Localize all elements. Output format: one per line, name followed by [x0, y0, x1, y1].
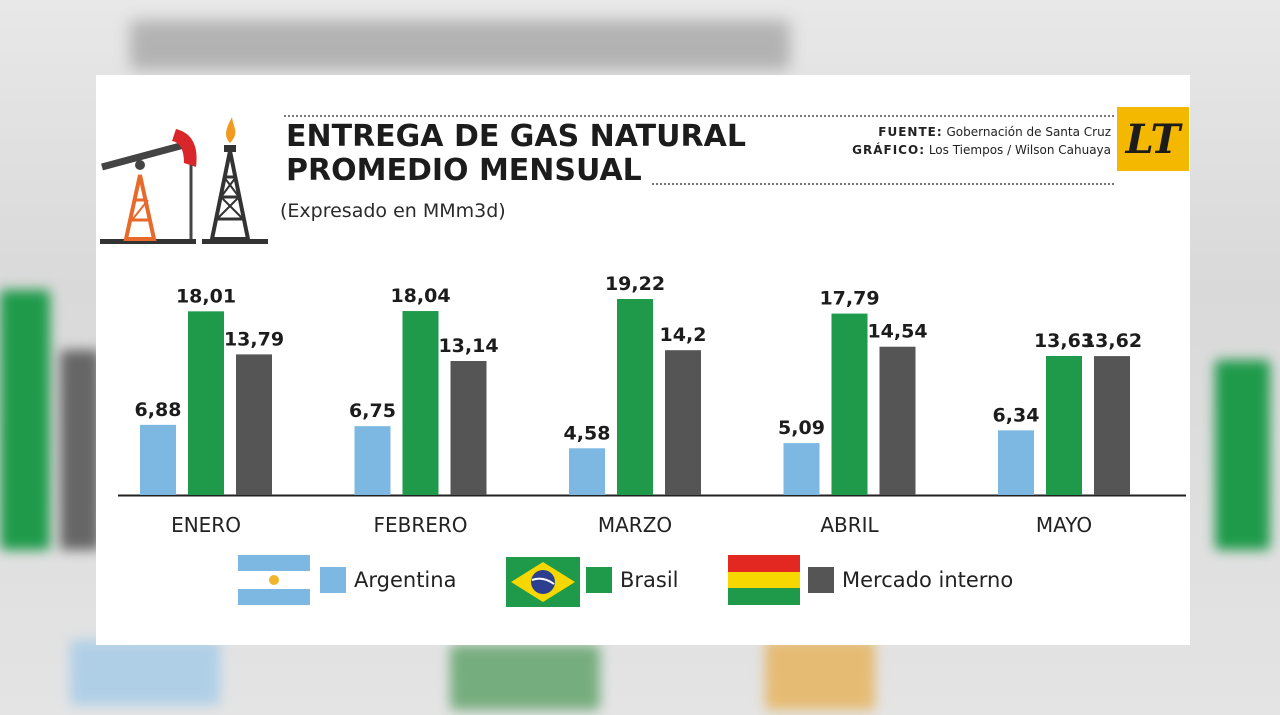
background-blur-bar [0, 290, 50, 550]
bar-brasil [1046, 356, 1082, 495]
brazil-flag-icon [506, 557, 580, 607]
bar-mercado-interno [450, 361, 487, 495]
legend: Argentina Brasil Mercado interno [96, 555, 1190, 615]
data-label: 17,79 [819, 288, 879, 310]
background-blur-flag [450, 645, 600, 710]
bar-argentina [140, 424, 176, 495]
argentina-flag-icon [238, 555, 310, 605]
bar-argentina [783, 443, 820, 495]
source-value: Gobernación de Santa Cruz [946, 125, 1112, 139]
graphic-value: Los Tiempos / Wilson Cahuaya [928, 143, 1111, 157]
data-label: 18,01 [176, 285, 236, 307]
infographic-card: ENTREGA DE GAS NATURAL PROMEDIO MENSUAL … [96, 75, 1190, 645]
background-blur-flag [765, 640, 875, 710]
bar-mercado-interno [879, 346, 916, 495]
data-label: 13,79 [224, 328, 284, 350]
x-tick-label: ABRIL [820, 513, 879, 537]
bar-mercado-interno [665, 350, 701, 495]
legend-item-brasil: Brasil [586, 567, 679, 593]
x-tick-label: FEBRERO [373, 513, 467, 537]
dotted-rule-top [284, 115, 1114, 117]
dotted-rule-bottom [652, 183, 1114, 185]
title-line-2: PROMEDIO MENSUAL [286, 153, 642, 188]
oil-rig-icon [100, 117, 268, 244]
x-tick-label: MAYO [1036, 513, 1092, 537]
logo-text: LT [1125, 115, 1181, 163]
bar-argentina [354, 426, 391, 495]
los-tiempos-logo: LT [1117, 107, 1189, 171]
bar-argentina [569, 448, 605, 495]
bar-brasil [402, 311, 439, 495]
data-label: 18,04 [390, 285, 450, 307]
bar-argentina [998, 430, 1034, 495]
chart-subtitle: (Expresado en MMm3d) [280, 200, 506, 222]
data-label: 5,09 [778, 417, 825, 439]
bar-brasil [188, 311, 224, 495]
bar-mercado-interno [236, 354, 272, 495]
background-blur-bar [60, 350, 100, 550]
data-label: 14,2 [660, 324, 707, 346]
legend-item-argentina: Argentina [320, 567, 456, 593]
data-label: 13,63 [1034, 330, 1094, 352]
background-blur-flag [70, 640, 220, 705]
bar-brasil [617, 299, 653, 495]
data-label: 13,14 [438, 335, 498, 357]
source-label: FUENTE: [878, 125, 943, 139]
bar-brasil [831, 313, 868, 495]
chart-title: ENTREGA DE GAS NATURAL PROMEDIO MENSUAL [286, 120, 746, 188]
graphic-label: GRÁFICO: [852, 143, 925, 157]
legend-label: Argentina [354, 568, 457, 592]
title-line-1: ENTREGA DE GAS NATURAL [286, 119, 746, 154]
legend-item-mercado-interno: Mercado interno [808, 567, 1013, 593]
data-label: 4,58 [564, 422, 611, 444]
data-label: 13,62 [1082, 330, 1142, 352]
data-label: 6,88 [135, 399, 182, 421]
bolivia-flag-icon [728, 555, 800, 605]
background-blur-title [130, 20, 790, 70]
x-tick-label: MARZO [598, 513, 672, 537]
data-label: 6,34 [993, 404, 1040, 426]
legend-swatch [586, 567, 612, 593]
legend-label: Brasil [620, 568, 679, 592]
background-blur-bar [1215, 360, 1270, 550]
x-tick-label: ENERO [171, 513, 241, 537]
credits: FUENTE: Gobernación de Santa Cruz GRÁFIC… [852, 123, 1111, 159]
bar-chart: 6,88 18,01 13,79 ENERO 6,75 18,04 13,14 FEBRERO… [118, 273, 1186, 537]
legend-swatch [320, 567, 346, 593]
data-label: 14,54 [867, 321, 927, 343]
legend-swatch [808, 567, 834, 593]
legend-label: Mercado interno [842, 568, 1014, 592]
data-label: 6,75 [349, 400, 396, 422]
data-label: 19,22 [605, 273, 665, 295]
bar-mercado-interno [1094, 356, 1130, 495]
